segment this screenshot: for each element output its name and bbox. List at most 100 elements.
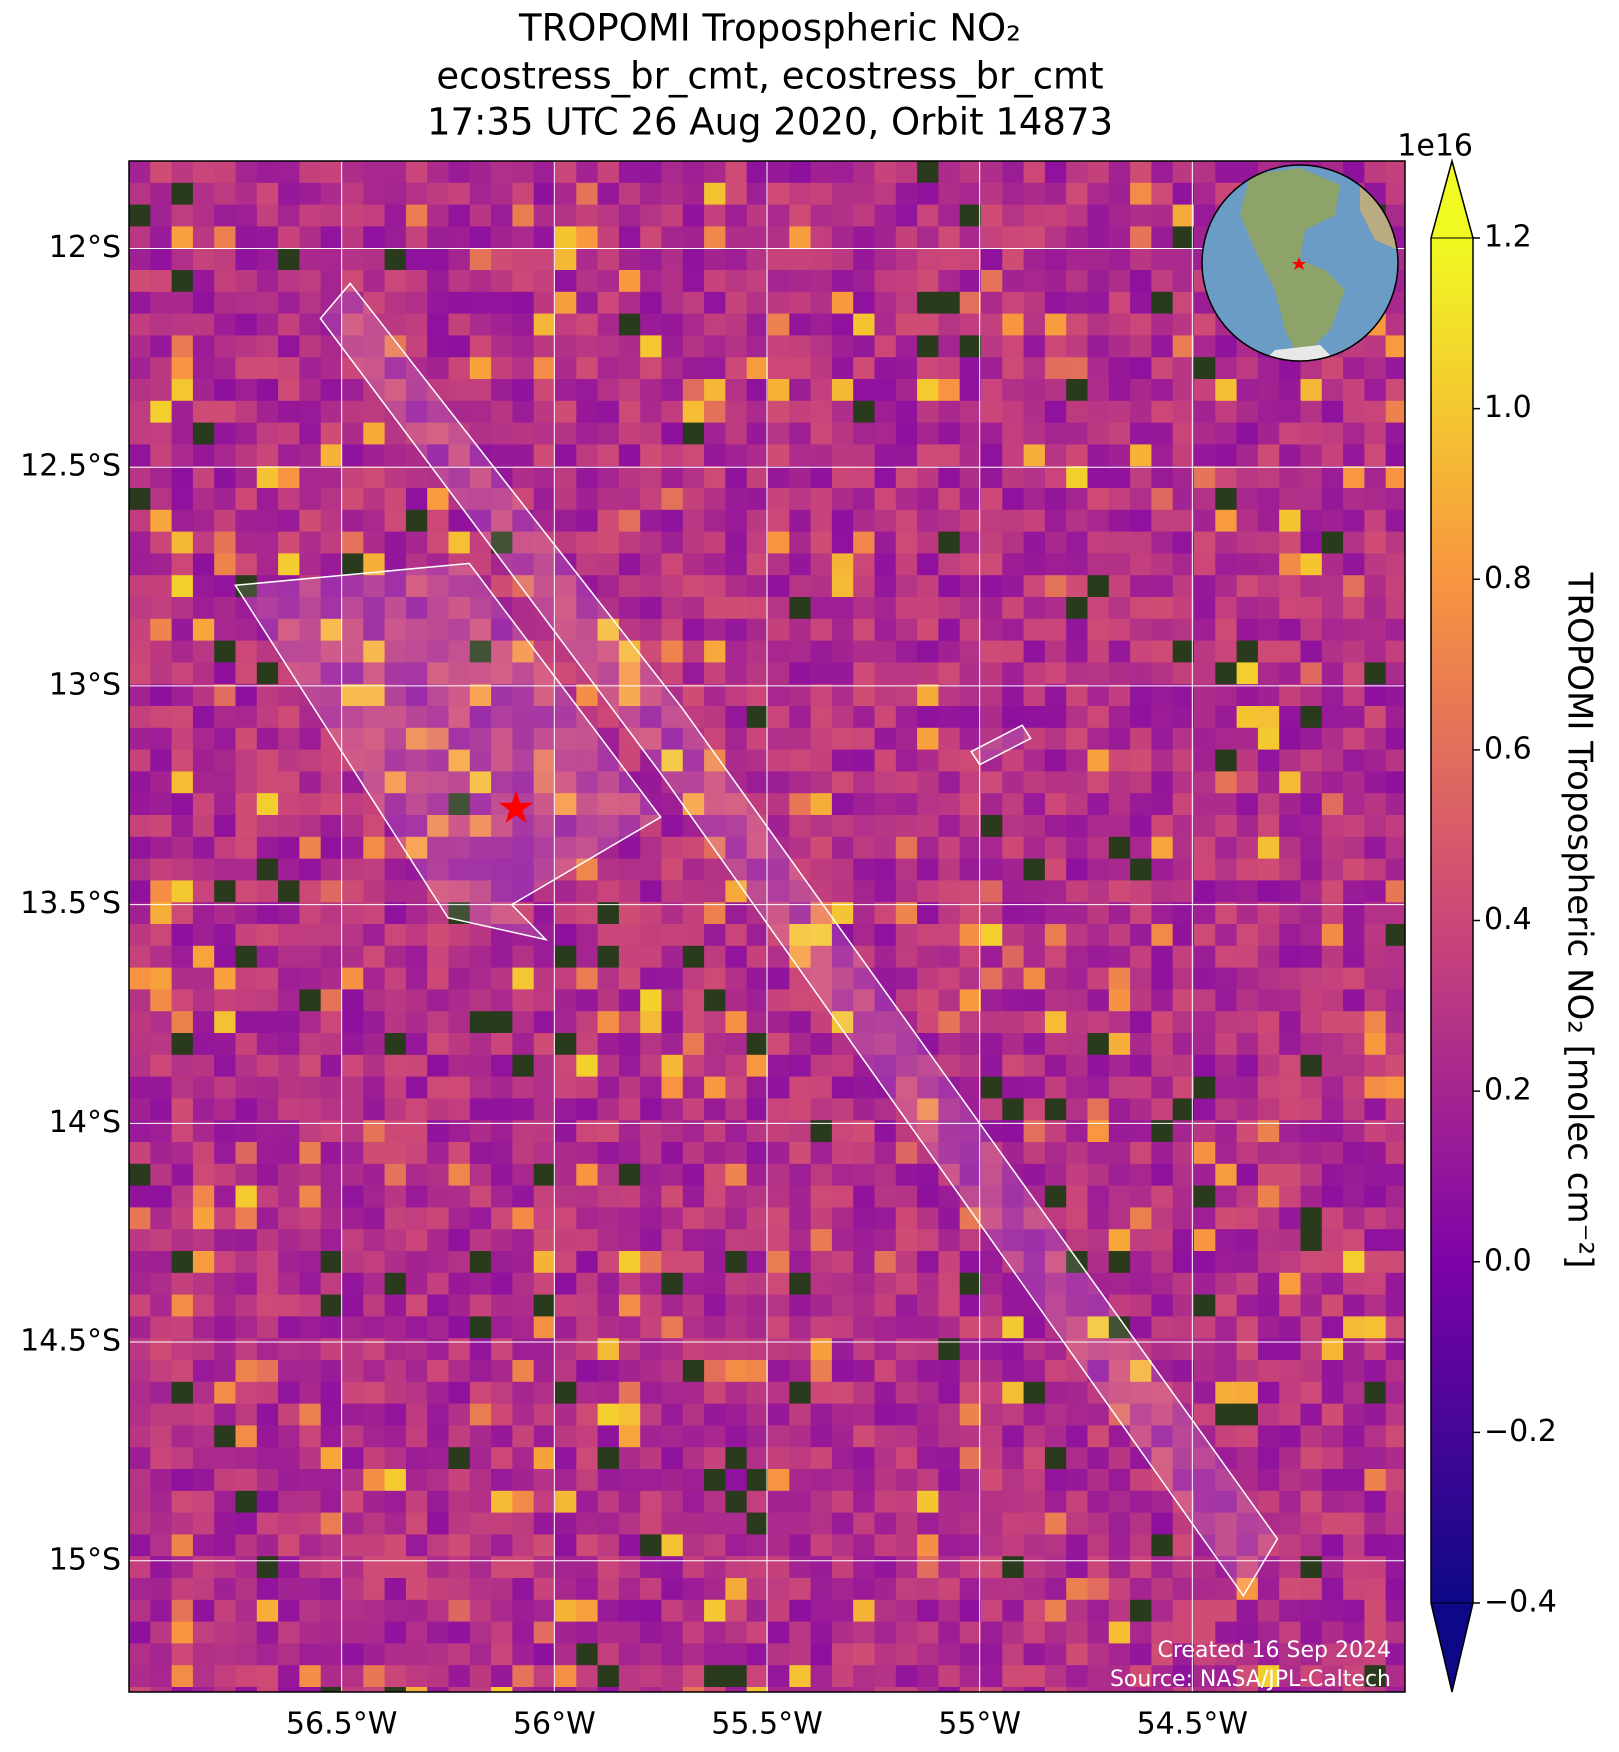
field-cell [342, 945, 364, 969]
field-cell [597, 1033, 620, 1056]
field-cell [1300, 902, 1323, 925]
field-cell [129, 509, 151, 533]
field-cell [1108, 400, 1131, 424]
field-cell [448, 1098, 471, 1121]
field-cell [1108, 1665, 1131, 1688]
field-cell [831, 1011, 854, 1034]
field-cell [512, 313, 535, 336]
field-cell [320, 1294, 343, 1317]
field-cell [1023, 1011, 1046, 1034]
field-cell [917, 727, 939, 751]
field-cell [981, 1512, 1003, 1535]
field-cell [768, 1512, 790, 1535]
field-cell [1172, 880, 1195, 903]
field-cell [129, 858, 151, 881]
field-cell [1385, 1251, 1405, 1274]
field-cell [746, 1098, 769, 1121]
field-cell [299, 248, 322, 271]
field-cell [235, 1011, 258, 1034]
field-cell [235, 1338, 258, 1361]
field-cell [725, 1687, 748, 1692]
field-cell [214, 1054, 236, 1078]
field-cell [533, 400, 556, 424]
field-cell [150, 313, 173, 336]
field-cell [1108, 793, 1131, 816]
field-cell [1215, 1207, 1238, 1230]
field-cell [1002, 1643, 1025, 1666]
field-cell [235, 270, 258, 293]
field-cell [1257, 749, 1280, 772]
field-cell [278, 662, 300, 685]
field-cell [768, 444, 790, 467]
field-cell [1364, 335, 1387, 358]
field-cell [150, 1098, 173, 1121]
field-cell [1172, 400, 1195, 424]
field-cell [789, 1251, 812, 1274]
field-cell [171, 1120, 194, 1143]
field-cell [1066, 335, 1088, 358]
field-cell [448, 1578, 471, 1601]
field-cell [831, 1381, 854, 1405]
field-cell [171, 1534, 194, 1557]
field-cell [299, 357, 322, 380]
field-cell [576, 444, 599, 467]
field-cell [831, 444, 854, 467]
field-cell [874, 1425, 897, 1448]
field-cell [1044, 291, 1067, 315]
field-cell [1236, 400, 1259, 424]
field-cell [405, 597, 428, 620]
field-cell [981, 967, 1003, 990]
field-cell [171, 1643, 194, 1666]
field-cell [533, 1142, 556, 1165]
field-cell [384, 727, 407, 751]
field-cell [789, 1011, 812, 1034]
footer-text: Source: NASA/JPL-Caltech [1110, 1667, 1391, 1692]
field-cell [981, 1403, 1003, 1426]
field-cell [448, 379, 471, 402]
field-cell [555, 662, 577, 685]
field-cell [597, 771, 620, 794]
field-cell [214, 662, 236, 685]
field-cell [597, 1316, 620, 1339]
field-cell [533, 815, 556, 838]
field-cell [129, 248, 151, 271]
field-cell [1151, 1578, 1174, 1601]
field-cell [512, 575, 535, 598]
field-cell [1044, 1011, 1067, 1034]
field-cell [1194, 313, 1216, 336]
field-cell [299, 1229, 322, 1252]
field-cell [1151, 1403, 1174, 1426]
field-cell [981, 1534, 1003, 1557]
field-cell [512, 836, 535, 860]
field-cell [278, 1469, 300, 1492]
field-cell [597, 815, 620, 838]
field-cell [1343, 1120, 1365, 1143]
field-cell [1130, 1643, 1152, 1666]
field-cell [235, 1360, 258, 1383]
field-cell [640, 640, 662, 663]
field-cell [1066, 815, 1088, 838]
field-cell [682, 706, 705, 729]
field-cell [1321, 1403, 1344, 1426]
field-cell [1044, 618, 1067, 642]
field-cell [171, 684, 194, 707]
field-cell [1343, 1229, 1365, 1252]
field-cell [746, 858, 769, 881]
field-cell [192, 1033, 215, 1056]
field-cell [1108, 1011, 1131, 1034]
field-cell [512, 1360, 535, 1383]
field-cell [1108, 1076, 1131, 1099]
field-cell [555, 1185, 577, 1208]
field-cell [1215, 1294, 1238, 1317]
field-cell [1172, 204, 1195, 227]
field-cell [129, 1360, 151, 1383]
field-cell [363, 1447, 386, 1470]
field-cell [129, 1294, 151, 1317]
field-cell [831, 488, 854, 511]
field-cell [938, 1360, 961, 1383]
field-cell [661, 771, 684, 794]
field-cell [704, 379, 726, 402]
field-cell [725, 836, 748, 860]
field-cell [917, 858, 939, 881]
field-cell [1044, 989, 1067, 1012]
